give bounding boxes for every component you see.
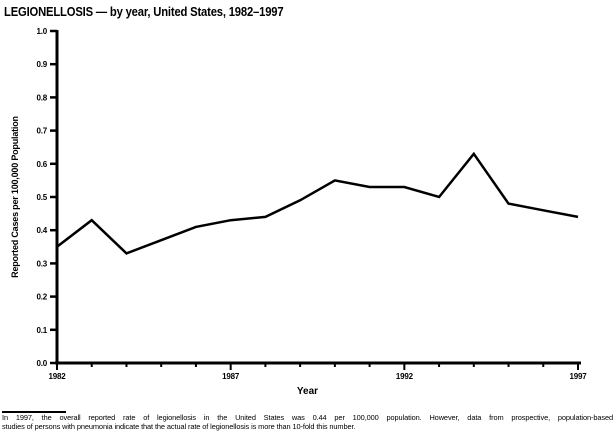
footnote-line-1: In 1997, the overall reported rate of le… bbox=[2, 413, 613, 422]
y-tick-label: 0.8 bbox=[36, 93, 47, 102]
footnote-divider bbox=[2, 411, 66, 413]
y-tick-label: 0.9 bbox=[36, 60, 47, 69]
footnote: In 1997, the overall reported rate of le… bbox=[2, 413, 613, 431]
y-tick-label: 1.0 bbox=[36, 27, 47, 36]
y-tick-label: 0.6 bbox=[36, 160, 47, 169]
y-tick-label: 0.3 bbox=[36, 259, 47, 268]
x-axis-label: Year bbox=[296, 386, 319, 397]
footnote-line-2: studies of persons with pneumonia indica… bbox=[2, 421, 356, 431]
data-line bbox=[56, 151, 579, 255]
chart-title: LEGIONELLOSIS — by year, United States, … bbox=[4, 5, 284, 19]
y-tick-label: 0.5 bbox=[36, 193, 47, 202]
y-tick-label: 0.2 bbox=[36, 293, 47, 302]
x-tick-label: 1992 bbox=[396, 372, 414, 381]
y-tick-label: 0.7 bbox=[36, 127, 47, 136]
y-tick-label: 0.0 bbox=[36, 359, 47, 368]
x-tick-label: 1982 bbox=[49, 372, 67, 381]
y-tick-label: 0.4 bbox=[36, 226, 47, 235]
x-tick-label: 1997 bbox=[570, 372, 588, 381]
x-tick-label: 1987 bbox=[222, 372, 240, 381]
chart-canvas: 0.0 0.1 0.2 0.3 0.4 0.5 0.6 0.7 0.8 0.9 1.0 1982 198… bbox=[36, 27, 588, 381]
y-tick-label: 0.1 bbox=[36, 326, 47, 335]
